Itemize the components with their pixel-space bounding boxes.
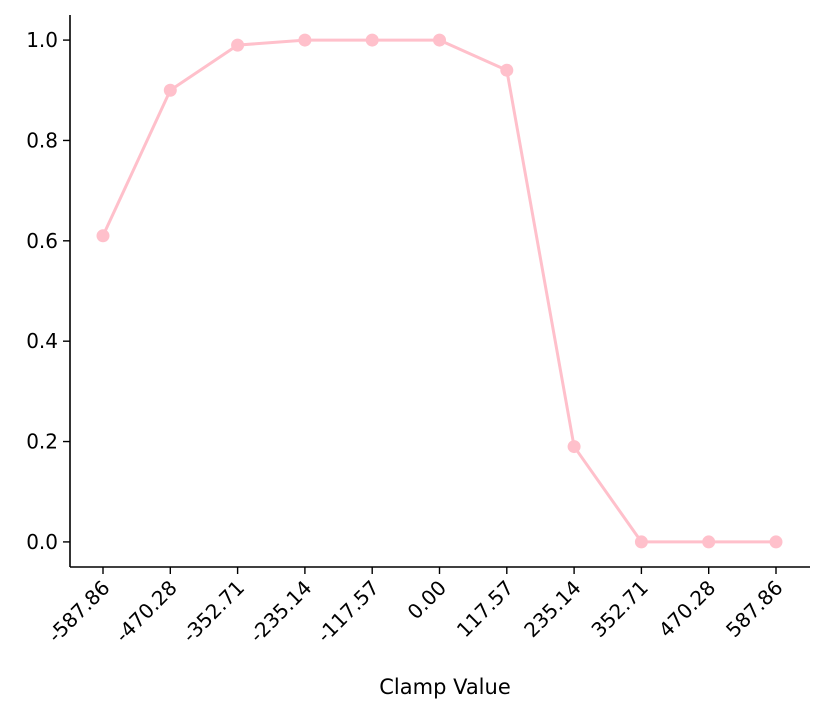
x-tick-label: 470.28 [654,576,720,642]
x-tick-label: -470.28 [110,576,182,648]
x-tick-label: 0.00 [403,576,451,624]
data-point [500,63,514,77]
x-tick-label: 235.14 [519,576,585,642]
x-axis-ticks: -587.86-470.28-352.71-235.14-117.57 0.00 1… [43,567,788,647]
y-tick-label: 0.8 [26,128,58,152]
series-layer [96,33,783,549]
series-line [101,38,776,544]
x-axis-title: Clamp Value [379,675,511,699]
y-axis-ticks: 0.0 0.2 0.4 0.6 0.8 1.0 [26,28,70,554]
x-tick-label: -352.71 [178,576,250,648]
x-tick-label: -587.86 [43,576,115,648]
data-point [298,33,312,47]
data-point [567,440,581,454]
data-point [231,38,245,52]
y-tick-label: 0.2 [26,430,58,454]
data-point [634,535,648,549]
x-tick-label: 117.57 [452,576,518,642]
x-tick-label: 352.71 [586,576,652,642]
y-tick-label: 1.0 [26,28,58,52]
y-tick-label: 0.6 [26,229,58,253]
y-tick-label: 0.0 [26,530,58,554]
data-point [365,33,379,47]
y-tick-label: 0.4 [26,329,58,353]
x-tick-label: 587.86 [721,576,787,642]
data-point [769,535,783,549]
x-tick-label: -235.14 [245,576,317,648]
data-point [702,535,716,549]
data-point [163,83,177,97]
data-point [433,33,446,47]
x-tick-label: -117.57 [312,576,384,648]
data-point [96,229,110,243]
